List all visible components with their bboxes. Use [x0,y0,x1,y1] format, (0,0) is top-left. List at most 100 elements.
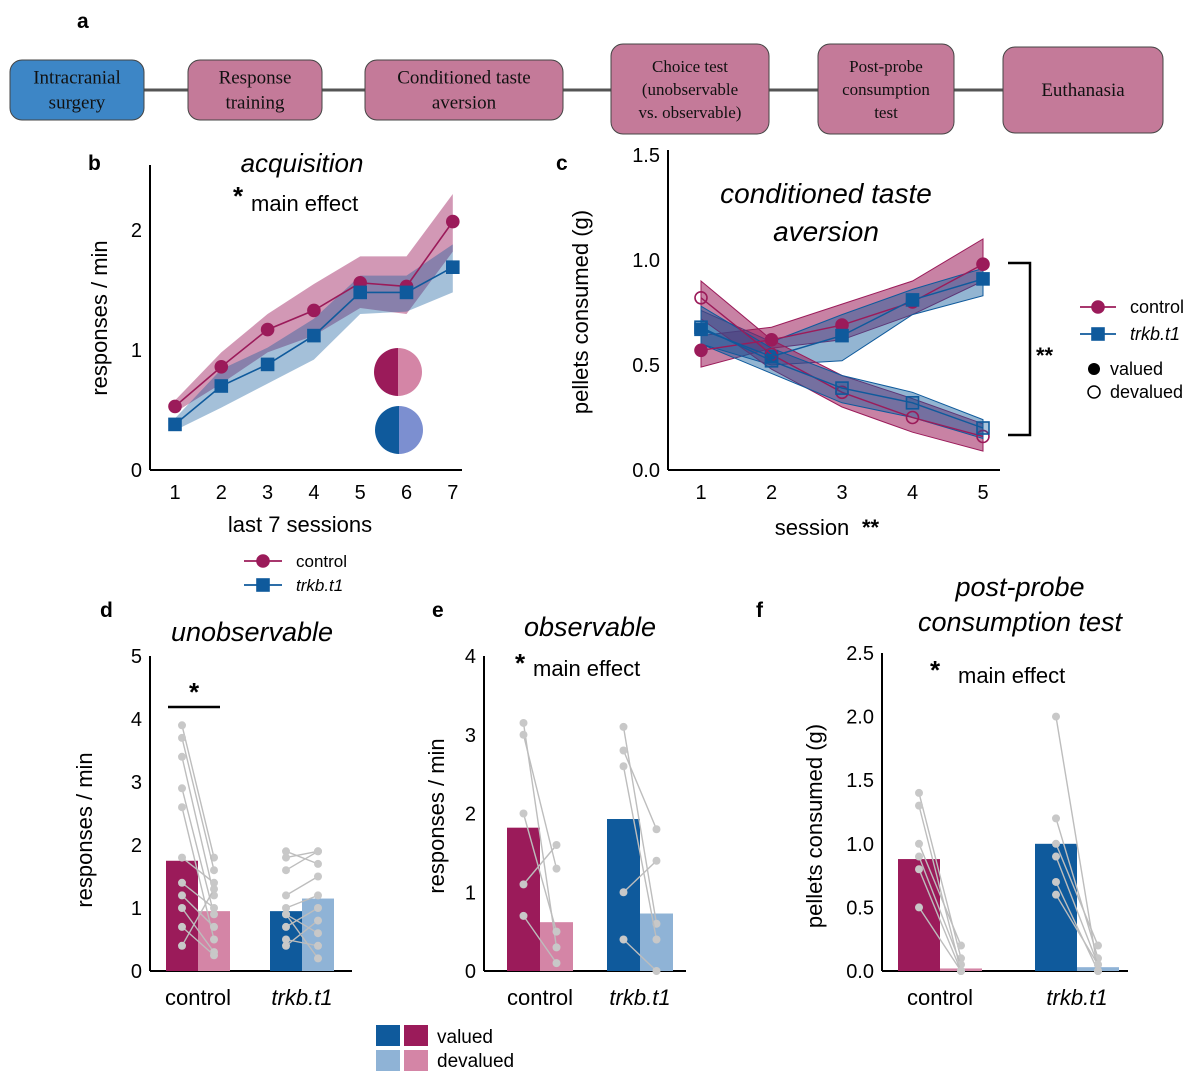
d-subject-line [285,894,319,909]
d-subject-point [210,951,218,960]
timeline-step-label: surgery [49,93,106,114]
legend-label-devalued: devalued [437,1051,514,1072]
c-y-tick-label: 0.5 [632,355,660,377]
e-y-tick-label: 0 [465,961,476,983]
panel-letter-e: e [432,599,444,622]
d-subject-point [282,941,290,950]
panel-letter-b: b [88,152,101,175]
d-subject-point [210,866,218,875]
timeline-step-label: Conditioned taste [397,68,531,89]
f-subject-point [957,967,965,975]
c-y-tick-label: 1.5 [632,145,660,167]
f-annotation: main effect [958,663,1065,688]
c-band [700,267,984,366]
b-pie-trkb-left [375,406,399,454]
d-subject-line [285,875,319,897]
b-title: acquisition [241,148,364,178]
b-y-tick-label: 0 [131,460,142,482]
d-title-line: unobservable [171,617,333,647]
c-point [694,290,708,305]
d-subject-point [178,922,186,931]
b-x-tick-label: 3 [262,482,273,504]
c-point [694,320,708,335]
c-point [905,293,920,307]
e-annotation-star: * [515,648,526,678]
bar-legend: valued devalued [376,1025,514,1072]
d-subject-point [210,935,218,944]
c-legend-label: valued [1110,359,1163,379]
legend-swatch-trkb-valued [376,1025,400,1046]
d-subject-point [314,872,322,881]
f-subject-point [1052,877,1060,886]
c-x-axis-label: session [775,515,850,540]
e-y-tick-label: 1 [465,882,476,904]
b-pie-control-right [398,348,422,396]
d-subject-point [178,784,186,793]
panel-d-unobservable-chart: 0 1 2 3 4 5 responses / min unobservable control… [72,617,352,1010]
d-subject-point [282,847,290,856]
f-subject-point [1094,960,1102,969]
legend-swatch-trkb-devalued [376,1050,400,1071]
d-subject-point [314,904,322,912]
f-subject-point [1094,941,1102,950]
c-legend-marker [1091,300,1105,314]
d-y-axis-label: responses / min [72,752,97,907]
e-x-tick-label: trkb.t1 [609,985,670,1010]
c-band [700,305,984,440]
f-subject-point [915,865,923,874]
d-y-tick-label: 5 [131,646,142,668]
e-subject-line [623,860,657,893]
b-point-trkb [445,260,460,275]
e-subject-point [652,967,661,975]
d-subject-line [181,894,215,928]
d-subject-point [178,803,186,812]
legend-swatch-control-valued [404,1025,428,1046]
b-point-control [307,303,321,318]
b-x-tick-label: 1 [169,482,180,504]
b-x-tick-label: 4 [308,482,319,504]
f-subject-line [918,805,962,972]
panel-letter-a: a [77,10,89,33]
b-pie-control-left [374,348,398,396]
b-point-trkb [168,417,182,432]
c-significance-bracket [1008,261,1032,437]
c-x-tick-label: 4 [907,482,918,504]
d-subject-line [181,888,215,947]
c-x-tick-label: 3 [836,482,847,504]
c-x-axis-sig: ** [862,515,880,540]
e-subject-line [623,938,657,972]
timeline-step-label: Euthanasia [1041,80,1125,101]
b-legend-label: control [296,552,347,571]
b-x-axis-label: last 7 sessions [228,512,372,537]
panel-c-taste-aversion-chart: 0.0 0.5 1.0 1.5 1 2 3 4 5 session ** pellets consum… [568,145,1184,540]
d-subject-point [314,847,322,856]
e-title-line: observable [524,612,656,642]
d-y-tick-label: 1 [131,898,142,920]
d-subject-line [285,913,319,959]
e-subject-point [619,935,628,944]
d-subject-line [285,920,319,947]
e-subject-point [519,730,528,739]
c-legend-devalued-marker [1087,385,1101,399]
e-subject-point [652,825,661,834]
b-x-tick-label: 2 [216,482,227,504]
d-subject-point [314,954,322,963]
d-subject-line [181,857,215,884]
f-subject-point [1052,890,1060,899]
d-subject-point [282,922,290,931]
timeline-step-box [817,43,955,135]
f-y-tick-label: 1.0 [846,834,874,856]
b-pie-trkb-right [399,406,423,454]
c-point [976,257,990,272]
f-subject-line [918,868,962,972]
f-y-tick-label: 0.5 [846,897,874,919]
f-title-line: post-probe [954,572,1084,602]
b-y-axis-label: responses / min [87,240,112,395]
b-point-control [168,399,182,414]
f-subject-point [915,788,923,797]
d-subject-point [210,885,218,894]
e-subject-point [552,943,561,952]
b-x-tick-label: 7 [447,482,458,504]
e-subject-point [619,888,628,897]
